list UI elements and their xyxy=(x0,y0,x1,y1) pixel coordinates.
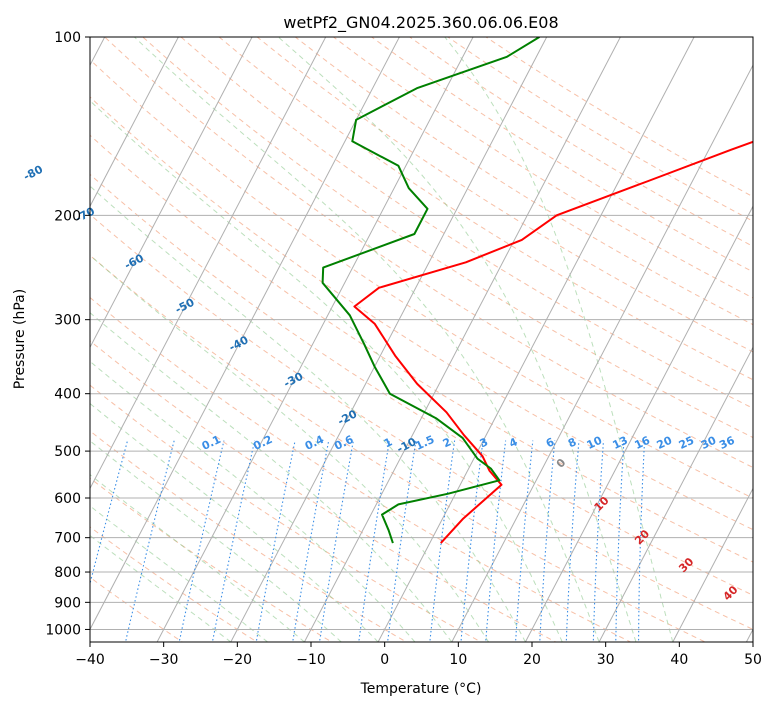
isotherm-line xyxy=(672,487,753,642)
mixing-ratio-line xyxy=(429,440,456,642)
isotherm-line xyxy=(303,37,621,642)
chart-title: wetPf2_GN04.2025.360.06.06.E08 xyxy=(283,13,558,33)
mixing-ratio-line xyxy=(292,440,330,642)
isotherm-line xyxy=(451,64,753,642)
y-tick-label: 400 xyxy=(54,387,81,403)
axes: −40 −30 −20 −10 0 10 20 30 40 50 100 200 300 400 500 60… xyxy=(45,30,762,668)
moist-adiabat-line xyxy=(90,402,379,642)
mixing-ratio-label: 10 xyxy=(585,434,605,452)
y-tick-label: 200 xyxy=(54,208,81,224)
x-axis-label: Temperature (°C) xyxy=(360,681,482,697)
x-tick-label: 0 xyxy=(380,652,389,668)
y-tick-label: 1000 xyxy=(45,622,81,638)
mixing-ratio-line xyxy=(387,440,417,642)
x-tick-label: 50 xyxy=(744,652,762,668)
moist-adiabat-line xyxy=(90,360,416,642)
isotherm-line xyxy=(598,346,753,642)
dry-adiabat-line xyxy=(370,37,753,273)
moist-adiabat-line xyxy=(90,254,490,642)
mixing-ratio-line xyxy=(178,440,225,642)
mixing-ratio-label: 30 xyxy=(699,434,719,452)
mixing-ratio-line xyxy=(565,440,580,642)
y-tick-label: 500 xyxy=(54,444,81,460)
isotherm-line xyxy=(377,37,695,642)
temperature-profile-line xyxy=(353,140,753,544)
series-layer xyxy=(321,37,753,544)
mixing-ratio-line xyxy=(255,440,296,642)
plot-frame xyxy=(89,36,754,643)
mixing-ratio-label: 36 xyxy=(717,434,737,452)
x-tick-label: 10 xyxy=(449,652,467,668)
x-tick-label: 30 xyxy=(597,652,615,668)
mixing-ratio-label: 25 xyxy=(677,434,696,452)
isotherm-line xyxy=(90,37,179,208)
background-lines xyxy=(90,37,753,642)
isotherm-line xyxy=(524,205,753,642)
mixing-ratio-line xyxy=(318,440,354,642)
moist-adiabat-line xyxy=(444,37,674,642)
mixing-ratio-line xyxy=(358,440,390,642)
mixing-ratio-line xyxy=(615,440,625,642)
x-tick-label: −10 xyxy=(296,652,326,668)
dry-adiabat-line xyxy=(90,296,632,642)
dry-adiabat-line xyxy=(90,430,408,642)
mixing-ratio-line xyxy=(90,440,129,586)
isotherm-line xyxy=(90,37,253,349)
dry-adiabat-line xyxy=(90,134,753,563)
mixing-ratio-line xyxy=(592,440,605,642)
moist-adiabat-line xyxy=(133,37,600,642)
dry-adiabat-line xyxy=(90,173,753,596)
dry-adiabat-line xyxy=(90,526,258,642)
dry-adiabat-line xyxy=(90,58,753,499)
y-tick-label: 800 xyxy=(54,565,81,581)
y-tick-label: 100 xyxy=(54,30,81,46)
dry-adiabat-line xyxy=(180,37,753,409)
y-axis-label: Pressure (hPa) xyxy=(12,289,28,389)
y-tick-label: 600 xyxy=(54,491,81,507)
mixing-ratio-line xyxy=(211,440,256,642)
dewpoint-profile-line xyxy=(321,37,540,544)
mixing-ratio-line xyxy=(539,440,556,642)
dry-adiabat-line xyxy=(90,213,753,630)
moist-adiabat-line xyxy=(90,440,342,642)
dry-adiabat-line xyxy=(447,37,753,222)
x-tick-label: 20 xyxy=(523,652,541,668)
mixing-ratio-line xyxy=(460,440,484,642)
x-tick-label: −40 xyxy=(75,652,105,668)
x-tick-label: 40 xyxy=(670,652,688,668)
x-tick-label: −30 xyxy=(149,652,179,668)
isotherm-line xyxy=(90,37,400,631)
mixing-ratio-line xyxy=(515,440,534,642)
dry-adiabat-line xyxy=(90,384,483,642)
y-tick-label: 700 xyxy=(54,531,81,547)
mixing-ratio-label: 16 xyxy=(633,434,653,452)
moist-adiabat-line xyxy=(277,37,637,642)
mixing-ratio-line xyxy=(485,440,507,642)
mixing-ratio-line xyxy=(124,440,175,642)
x-tick-label: −20 xyxy=(223,652,253,668)
mixing-ratio-label: 20 xyxy=(655,434,675,452)
dry-adiabat-line xyxy=(142,37,753,439)
moist-adiabat-line xyxy=(90,534,232,642)
moist-adiabat-line xyxy=(90,505,268,642)
mixing-ratio-label: 13 xyxy=(610,434,629,452)
y-tick-label: 300 xyxy=(54,313,81,329)
mixing-ratio-line xyxy=(638,440,646,642)
y-tick-label: 900 xyxy=(54,595,81,611)
isotherm-line xyxy=(90,37,327,490)
moist-adiabat-line xyxy=(90,185,526,642)
isotherm-line xyxy=(230,37,548,642)
isotherm-line xyxy=(156,37,474,642)
